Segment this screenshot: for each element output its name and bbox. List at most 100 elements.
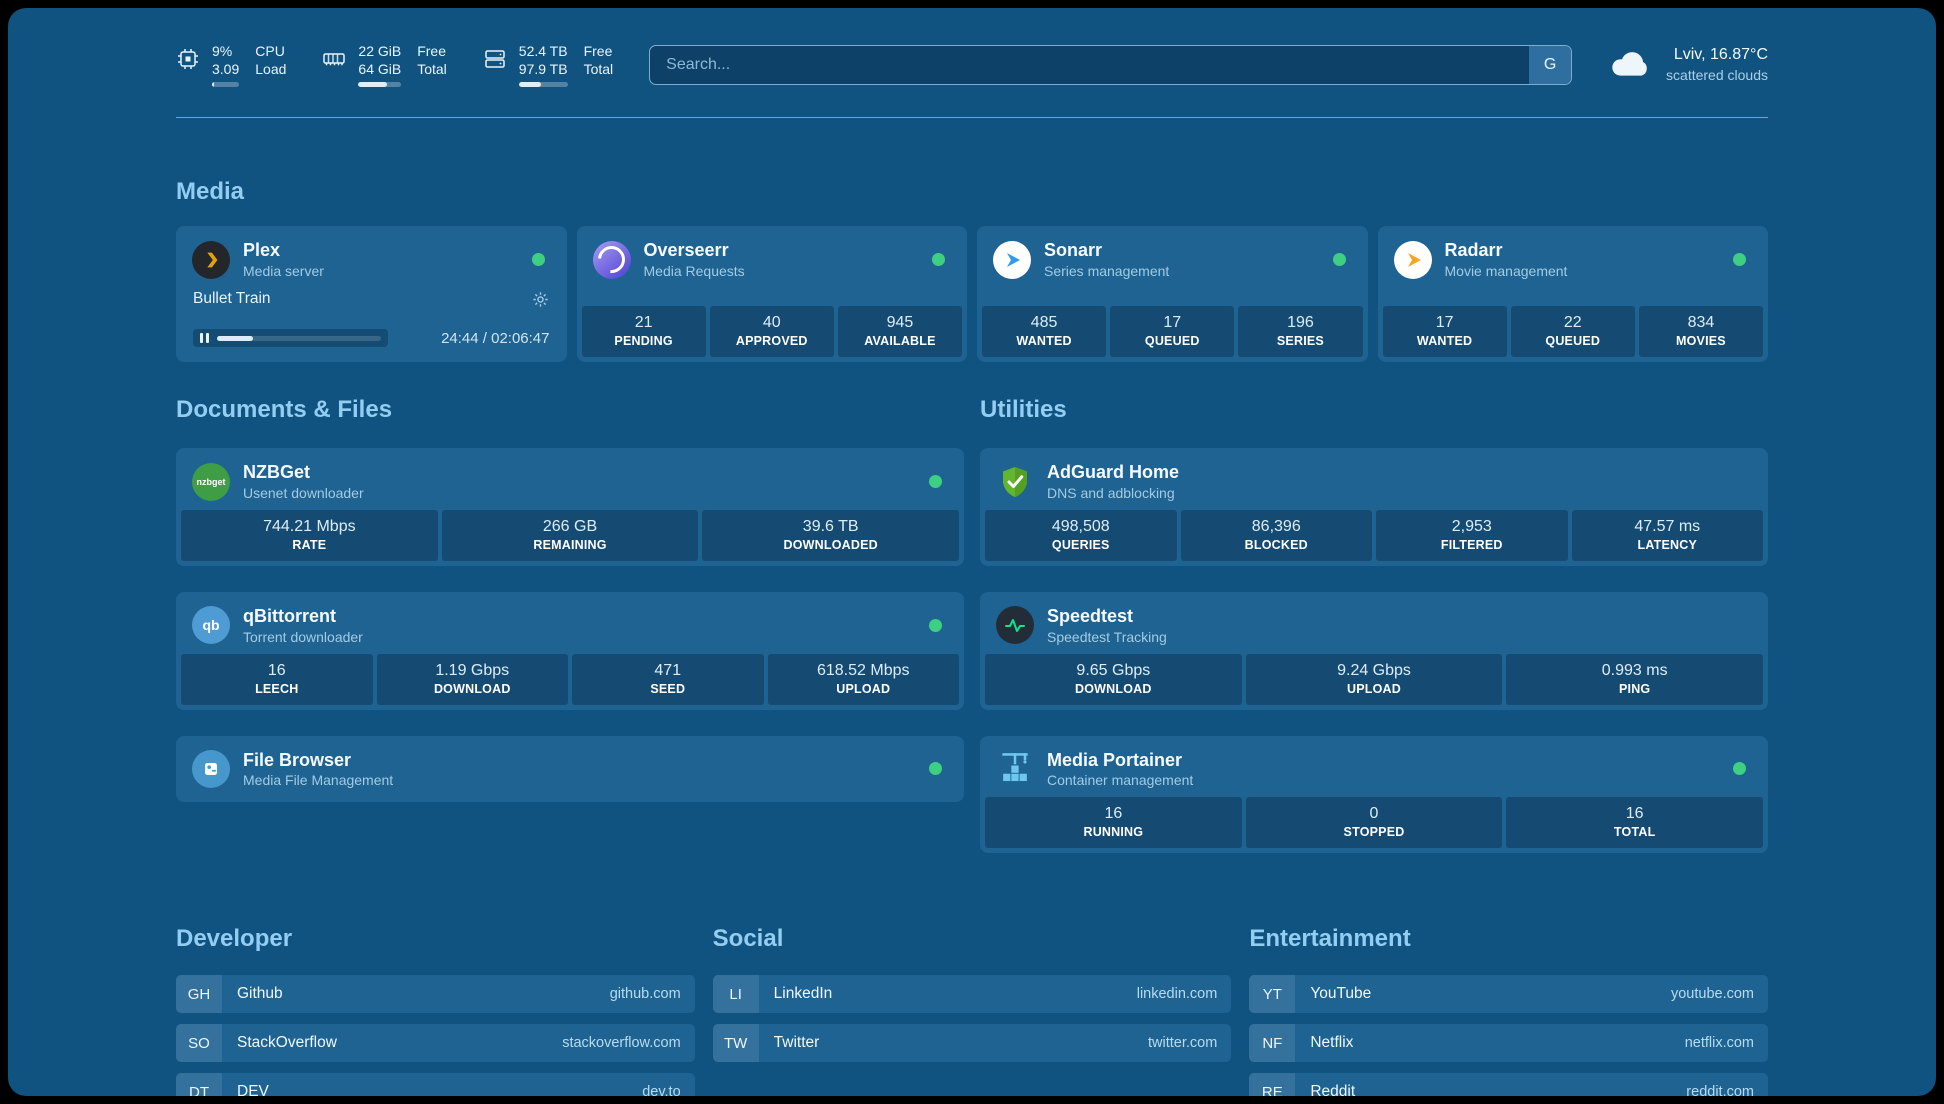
weather-location: Lviv, 16.87°C	[1673, 46, 1768, 64]
nzbget-icon: nzbget	[192, 462, 230, 501]
status-dot	[1332, 253, 1346, 267]
service-title: Overseerr	[643, 240, 729, 261]
bookmark-dev[interactable]: DT DEV dev.to	[176, 1073, 695, 1096]
bookmark-reddit[interactable]: RE Reddit reddit.com	[1249, 1073, 1768, 1096]
dashboard-page: 9% 3.09 CPU Load	[8, 8, 1936, 1096]
service-subtitle: Usenet downloader	[243, 484, 364, 501]
service-card-adguard[interactable]: AdGuard Home DNS and adblocking 498,508 …	[980, 448, 1768, 566]
documents-column: Documents & Files nzbget NZBGet Usenet d…	[176, 396, 964, 828]
now-playing-title: Bullet Train	[193, 290, 271, 308]
memory-labels: Free Total	[417, 43, 447, 78]
disk-icon	[483, 42, 507, 87]
service-card-filebrowser[interactable]: File Browser Media File Management	[176, 735, 964, 803]
speedtest-icon	[996, 606, 1034, 645]
bookmark-github[interactable]: GH Github github.com	[176, 975, 695, 1014]
service-title: qBittorrent	[243, 605, 336, 626]
service-subtitle: Movie management	[1444, 262, 1568, 279]
status-dot	[929, 618, 942, 632]
bookmark-youtube[interactable]: YT YouTube youtube.com	[1249, 975, 1768, 1014]
memory-usage-bar	[358, 82, 402, 88]
overseerr-icon	[592, 240, 631, 279]
status-dot	[531, 253, 545, 267]
service-card-plex[interactable]: Plex Media server Bullet Train	[176, 226, 567, 363]
service-subtitle: Series management	[1044, 262, 1170, 279]
weather-widget[interactable]: Lviv, 16.87°C scattered clouds	[1608, 44, 1768, 84]
service-card-qbittorrent[interactable]: qb qBittorrent Torrent downloader 16 LEE…	[176, 591, 964, 710]
filebrowser-icon	[192, 749, 230, 788]
status-dot	[932, 253, 945, 267]
cpu-stat: 9% 3.09 CPU Load	[176, 42, 286, 88]
section-title-social: Social	[712, 925, 784, 953]
bookmark-abbr: DT	[176, 1073, 222, 1096]
bookmark-abbr: SO	[176, 1024, 222, 1063]
stat-block: 266 GB REMAINING	[441, 509, 699, 561]
stat-block: 471 SEED	[572, 653, 764, 705]
stat-block: 9.65 Gbps DOWNLOAD	[985, 653, 1242, 705]
bookmark-linkedin[interactable]: LI LinkedIn linkedin.com	[712, 975, 1232, 1014]
system-stats: 9% 3.09 CPU Load	[176, 42, 613, 88]
service-card-nzbget[interactable]: nzbget NZBGet Usenet downloader 744.21 M…	[176, 448, 964, 566]
search-provider-button[interactable]: G	[1529, 45, 1572, 84]
playback-time: 24:44 / 02:06:47	[441, 329, 550, 347]
plex-icon	[192, 240, 230, 279]
stat-block: 9.24 Gbps UPLOAD	[1245, 653, 1503, 705]
bookmark-abbr: RE	[1249, 1073, 1296, 1096]
stat-block: 1.19 Gbps DOWNLOAD	[376, 653, 568, 705]
stat-block: 618.52 Mbps UPLOAD	[767, 653, 959, 705]
stat-block: 485 WANTED	[982, 306, 1107, 358]
service-card-sonarr[interactable]: Sonarr Series management 485 WANTED 17 Q…	[977, 226, 1368, 363]
service-subtitle: Container management	[1047, 772, 1194, 789]
service-title: File Browser	[243, 749, 352, 770]
utilities-column: Utilities AdGuard Home DNS and adblockin…	[980, 396, 1768, 879]
radarr-icon	[1393, 240, 1432, 279]
bookmark-abbr: YT	[1249, 975, 1296, 1014]
bookmark-abbr: GH	[176, 975, 222, 1014]
adguard-icon	[996, 463, 1034, 501]
bookmark-stackoverflow[interactable]: SO StackOverflow stackoverflow.com	[176, 1024, 695, 1063]
service-title: NZBGet	[243, 462, 310, 483]
service-card-speedtest[interactable]: Speedtest Speedtest Tracking 9.65 Gbps D…	[980, 591, 1768, 710]
cloud-icon	[1608, 47, 1652, 82]
bookmarks-social: Social LI LinkedIn linkedin.com TW Twitt…	[712, 925, 1232, 1096]
stat-block: 744.21 Mbps RATE	[181, 509, 438, 561]
topbar: 9% 3.09 CPU Load	[176, 8, 1768, 88]
service-card-overseerr[interactable]: Overseerr Media Requests 21 PENDING 40 A…	[576, 226, 967, 363]
stat-block: 945 AVAILABLE	[837, 306, 963, 358]
cpu-usage-bar	[212, 82, 240, 88]
service-subtitle: Media server	[243, 262, 324, 279]
service-subtitle: Speedtest Tracking	[1047, 628, 1167, 645]
playback-progress-bar[interactable]	[193, 329, 388, 348]
cpu-values: 9% 3.09	[212, 42, 240, 88]
stat-block: 16 RUNNING	[985, 797, 1242, 849]
plex-player: 24:44 / 02:06:47	[181, 321, 562, 357]
service-title: Media Portainer	[1047, 749, 1183, 770]
section-title-utilities: Utilities	[980, 396, 1067, 424]
stat-block: 17 WANTED	[1382, 306, 1507, 358]
gear-icon[interactable]	[531, 290, 550, 309]
status-dot	[929, 475, 942, 489]
stat-block: 40 APPROVED	[709, 306, 834, 358]
service-card-portainer[interactable]: Media Portainer Container management 16 …	[980, 735, 1768, 854]
service-card-radarr[interactable]: Radarr Movie management 17 WANTED 22 QUE…	[1377, 226, 1768, 363]
stat-block: 2,953 FILTERED	[1376, 509, 1568, 561]
status-dot	[929, 762, 942, 776]
service-title: Speedtest	[1047, 605, 1134, 626]
disk-stat: 52.4 TB 97.9 TB Free Total	[483, 42, 613, 88]
stat-block: 47.57 ms LATENCY	[1571, 509, 1763, 561]
stat-block: 498,508 QUERIES	[985, 509, 1177, 561]
bookmark-netflix[interactable]: NF Netflix netflix.com	[1249, 1024, 1768, 1063]
bookmark-abbr: TW	[712, 1024, 759, 1063]
memory-values: 22 GiB 64 GiB	[358, 42, 402, 88]
bookmark-twitter[interactable]: TW Twitter twitter.com	[712, 1024, 1232, 1063]
search-input[interactable]	[650, 45, 1530, 84]
pause-icon[interactable]	[200, 333, 209, 344]
disk-usage-bar	[518, 82, 568, 88]
disk-values: 52.4 TB 97.9 TB	[518, 42, 568, 88]
search-box[interactable]: G	[649, 44, 1573, 85]
stat-block: 0 STOPPED	[1245, 797, 1503, 849]
qbittorrent-icon: qb	[192, 606, 230, 645]
bookmarks-developer: Developer GH Github github.com SO StackO…	[176, 925, 695, 1096]
section-title-developer: Developer	[176, 925, 293, 953]
media-grid: Plex Media server Bullet Train	[176, 226, 1768, 363]
service-title: Radarr	[1444, 240, 1503, 261]
